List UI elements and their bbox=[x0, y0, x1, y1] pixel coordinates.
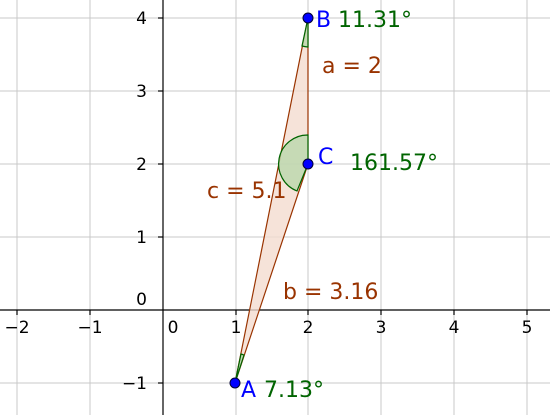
y-axis-ticks bbox=[158, 17, 163, 384]
side-b-label: b = 3.16 bbox=[283, 280, 378, 305]
angle-c-label: 161.57° bbox=[350, 151, 438, 176]
side-a-label: a = 2 bbox=[322, 54, 382, 79]
x-tick-label: 4 bbox=[449, 318, 460, 338]
point-a[interactable] bbox=[229, 377, 241, 389]
angle-a-label: 7.13° bbox=[264, 378, 324, 403]
angle-a-arc bbox=[234, 353, 245, 384]
x-axis-ticks bbox=[16, 310, 528, 315]
point-b[interactable] bbox=[302, 12, 314, 24]
x-tick-label: 1 bbox=[231, 318, 242, 338]
angle-c-arc bbox=[277, 134, 309, 192]
y-tick-label: 4 bbox=[136, 9, 147, 29]
point-c-label: C bbox=[318, 145, 333, 170]
x-tick-label: 5 bbox=[522, 318, 533, 338]
y-tick-label: 3 bbox=[136, 82, 147, 102]
x-tick-label: 3 bbox=[376, 318, 387, 338]
angle-b-arc bbox=[301, 17, 309, 48]
x-tick-label: 2 bbox=[303, 318, 314, 338]
x-tick-label: −1 bbox=[77, 318, 102, 338]
point-a-label: A bbox=[241, 378, 256, 403]
point-b-label: B bbox=[316, 8, 331, 33]
y-tick-label: 0 bbox=[136, 290, 147, 310]
x-tick-label: 0 bbox=[168, 318, 179, 338]
side-c-label: c = 5.1 bbox=[207, 179, 287, 204]
point-c[interactable] bbox=[302, 158, 314, 170]
y-tick-label: 1 bbox=[136, 228, 147, 248]
angle-b-label: 11.31° bbox=[338, 8, 412, 33]
x-tick-label: −2 bbox=[4, 318, 29, 338]
y-tick-label: −1 bbox=[122, 374, 147, 394]
y-tick-label: 2 bbox=[136, 155, 147, 175]
triangle-abc[interactable] bbox=[234, 17, 309, 384]
